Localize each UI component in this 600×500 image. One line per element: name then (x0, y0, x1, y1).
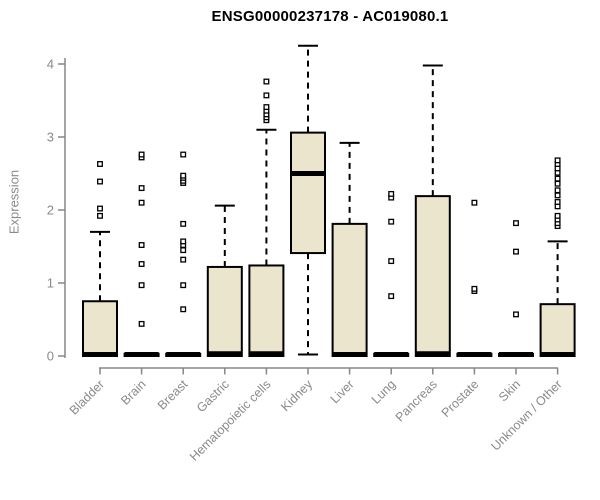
outlier-point (180, 247, 187, 254)
outlier-point (263, 78, 270, 85)
outlier-point (263, 104, 270, 111)
outlier-point (513, 311, 519, 318)
outlier-point (97, 205, 103, 212)
box-bladder (82, 300, 118, 357)
outlier-point (138, 261, 145, 267)
x-tick-label-brain: Brain (118, 377, 149, 408)
outlier-point (513, 220, 519, 227)
x-tick-label-lung: Lung (369, 377, 399, 407)
box-kidney (290, 131, 326, 255)
outlier-point (180, 238, 187, 245)
outlier-point (138, 199, 145, 206)
outlier-point (554, 175, 561, 182)
outlier-point (554, 199, 561, 205)
outlier-point (471, 285, 478, 292)
outlier-point (554, 180, 561, 187)
chart-title: ENSG00000237178 - AC019080.1 (211, 8, 449, 25)
outlier-point (138, 320, 145, 327)
outlier-point (180, 151, 187, 158)
box-unknown-other (539, 303, 576, 358)
outlier-point (138, 185, 145, 192)
outlier-point (97, 178, 103, 185)
y-tick-label-3: 3 (47, 130, 54, 145)
x-tick-label-bladder: Bladder (67, 377, 107, 417)
x-tick-label-pancreas: Pancreas (393, 377, 440, 424)
outlier-point (554, 157, 561, 164)
outlier-point (180, 306, 187, 313)
outlier-point (138, 151, 145, 158)
y-tick-label-1: 1 (47, 276, 54, 291)
y-tick-label-4: 4 (47, 57, 54, 72)
box-pancreas (414, 195, 451, 357)
outlier-point (388, 258, 395, 265)
outlier-point (554, 187, 561, 194)
outlier-point (388, 293, 395, 300)
box-gastric (206, 265, 243, 357)
outlier-point (180, 282, 187, 289)
x-tick-label-hematopoietic-cells: Hematopoietic cells (187, 377, 274, 464)
outlier-point (388, 190, 395, 197)
x-tick-label-unknown-other: Unknown / Other (488, 377, 564, 453)
y-tick-label-2: 2 (47, 203, 54, 218)
outlier-point (180, 256, 187, 263)
x-tick-label-liver: Liver (328, 377, 357, 406)
box-liver (331, 222, 368, 357)
outlier-point (263, 92, 270, 99)
x-tick-label-prostate: Prostate (439, 377, 482, 420)
x-tick-label-skin: Skin (496, 377, 523, 404)
outlier-point (180, 220, 187, 227)
outlier-point (138, 242, 145, 248)
outlier-point (180, 172, 187, 179)
y-tick-label-0: 0 (47, 349, 54, 364)
outlier-point (471, 199, 478, 206)
outlier-point (388, 218, 395, 225)
x-tick-label-breast: Breast (155, 377, 191, 413)
outlier-point (513, 248, 519, 255)
x-tick-label-kidney: Kidney (278, 377, 315, 414)
outlier-point (138, 282, 145, 289)
outlier-point (554, 192, 561, 199)
outlier-point (97, 212, 103, 219)
outlier-point (97, 161, 103, 167)
x-tick-label-gastric: Gastric (194, 377, 232, 415)
outlier-point (554, 212, 561, 219)
box-hematopoietic-cells (248, 264, 285, 358)
